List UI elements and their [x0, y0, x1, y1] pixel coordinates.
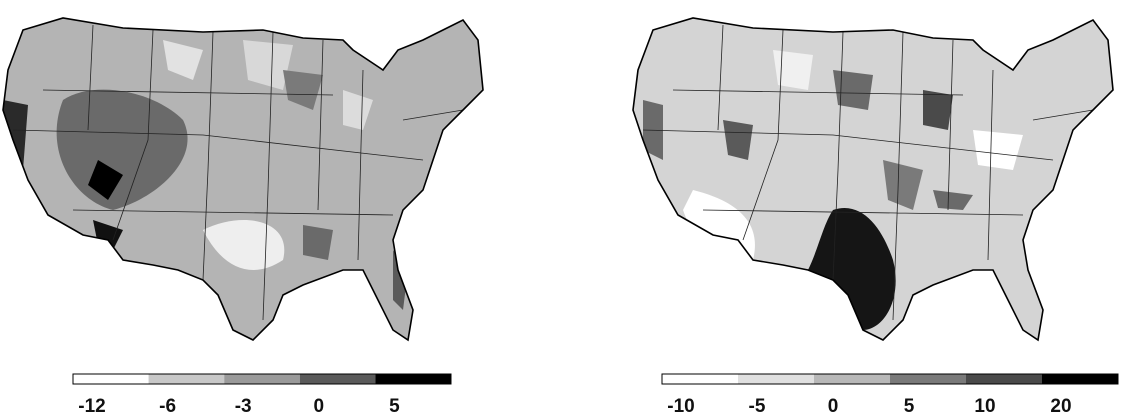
right-map — [632, 17, 1114, 341]
colorbar-label: 0 — [828, 396, 839, 417]
colorbar-segment — [224, 374, 300, 384]
colorbar-label: -12 — [78, 396, 105, 417]
colorbar-label: -10 — [667, 396, 694, 417]
colorbar-segment — [814, 374, 890, 384]
colorbar-segment — [890, 374, 966, 384]
colorbar-segment — [375, 374, 451, 384]
colorbar-label: -3 — [235, 396, 252, 417]
colorbar-frame — [661, 373, 1119, 385]
colorbar-segment — [148, 374, 225, 384]
left-map — [2, 17, 484, 341]
colorbar-segment — [662, 374, 738, 384]
colorbar-label: 20 — [1050, 396, 1071, 417]
colorbar-label: 5 — [389, 396, 400, 417]
right-colorbar: -10 -5 0 5 10 20 — [661, 373, 1119, 417]
colorbar-frame — [72, 373, 452, 385]
colorbar-segment — [73, 374, 149, 384]
left-colorbar: -12 -6 -3 0 5 — [72, 373, 452, 417]
colorbar-label: -6 — [159, 396, 176, 417]
colorbar-segment — [738, 374, 814, 384]
colorbar-segment — [1042, 374, 1118, 384]
colorbar-label: -5 — [749, 396, 766, 417]
colorbar-label: 10 — [974, 396, 995, 417]
colorbar-label: 0 — [314, 396, 325, 417]
colorbar-segment — [966, 374, 1042, 384]
colorbar-segment — [299, 374, 376, 384]
colorbar-label: 5 — [904, 396, 915, 417]
